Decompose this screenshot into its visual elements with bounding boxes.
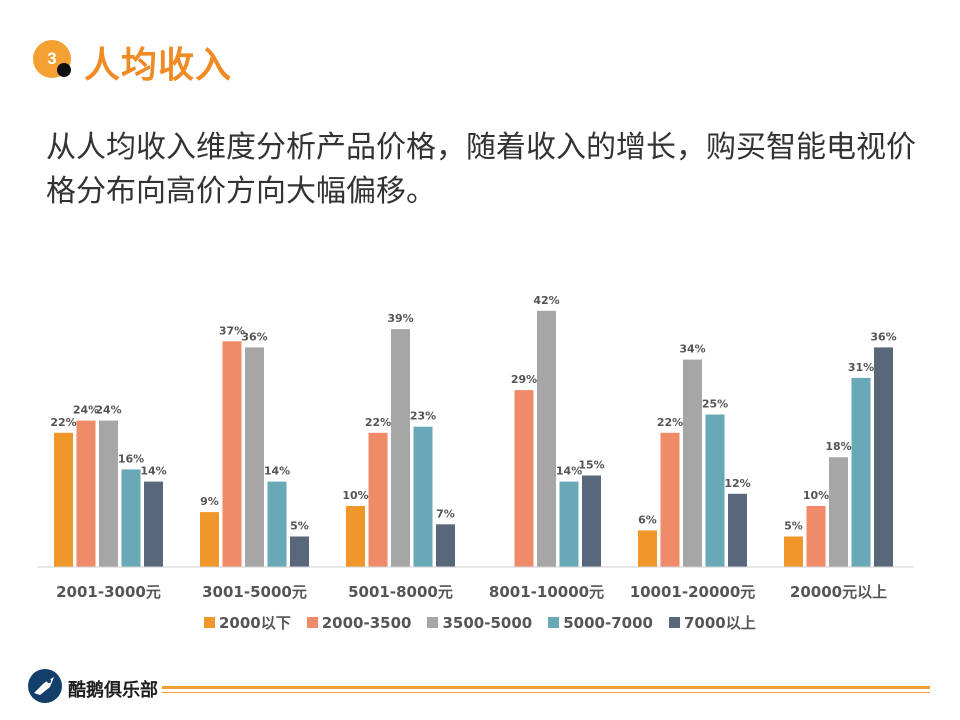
legend-item: 5000-7000 <box>548 614 653 632</box>
data-label: 9% <box>200 495 219 508</box>
bar-chart: 22%24%24%16%14%2001-3000元9%37%36%14%5%30… <box>37 294 914 601</box>
data-label: 25% <box>702 398 728 411</box>
bar <box>346 506 365 567</box>
legend-item: 3500-5000 <box>427 614 532 632</box>
data-label: 10% <box>342 489 368 502</box>
data-label: 24% <box>73 404 99 417</box>
bar <box>290 536 309 567</box>
data-label: 22% <box>365 416 391 429</box>
intro-text: 从人均收入维度分析产品价格，随着收入的增长，购买智能电视价格分布向高价方向大幅偏… <box>46 130 916 209</box>
bar <box>851 377 871 567</box>
bar <box>559 481 579 567</box>
bar <box>537 310 556 567</box>
bars-group <box>54 310 893 567</box>
x-tick-label: 10001-20000元 <box>630 583 756 601</box>
bar <box>705 414 725 567</box>
data-label: 7% <box>436 507 455 520</box>
bar <box>784 536 803 567</box>
data-label: 36% <box>241 330 267 343</box>
bar <box>99 420 118 567</box>
legend-swatch <box>306 617 318 628</box>
penguin-logo-icon <box>28 669 62 703</box>
bar <box>245 347 264 567</box>
legend-label: 5000-7000 <box>563 613 653 632</box>
section-title: 人均收入 <box>84 45 233 86</box>
footer-divider <box>162 686 930 689</box>
bar <box>144 481 163 567</box>
x-tick-label: 3001-5000元 <box>202 583 307 601</box>
data-label: 39% <box>387 312 413 325</box>
data-label: 16% <box>118 452 144 465</box>
legend-swatch <box>668 617 680 628</box>
data-label: 22% <box>50 416 76 429</box>
labels-group: 22%24%24%16%14%2001-3000元9%37%36%14%5%30… <box>50 294 896 601</box>
bar <box>436 524 455 567</box>
bar <box>200 512 219 567</box>
data-label: 24% <box>95 404 121 417</box>
chart-legend: 2000以下 2000-3500 3500-5000 5000-7000 7000以上 <box>204 612 756 633</box>
legend-label: 2000-3500 <box>321 613 412 632</box>
x-tick-label: 20000元以上 <box>790 583 887 601</box>
data-label: 18% <box>825 440 851 453</box>
bar <box>76 420 96 567</box>
data-label: 34% <box>679 343 705 356</box>
bar <box>683 359 702 567</box>
brand-name: 酷鹅俱乐部 <box>68 680 158 701</box>
bar <box>368 432 388 567</box>
legend-swatch <box>427 617 439 628</box>
bar <box>121 469 141 567</box>
bar <box>829 457 848 567</box>
bar <box>391 329 410 567</box>
legend-label: 2000以下 <box>219 614 291 632</box>
data-label: 14% <box>140 465 166 478</box>
data-label: 6% <box>638 513 657 526</box>
data-label: 23% <box>410 410 436 423</box>
legend-label: 7000以上 <box>683 614 756 632</box>
bar <box>638 530 657 567</box>
legend-item: 2000以下 <box>204 612 291 633</box>
data-label: 36% <box>870 330 896 343</box>
x-tick-label: 5001-8000元 <box>348 583 453 601</box>
legend-item: 7000以上 <box>668 612 756 633</box>
data-label: 10% <box>803 489 829 502</box>
bar <box>54 432 73 567</box>
legend-swatch <box>548 617 560 628</box>
bar <box>413 426 433 567</box>
data-label: 31% <box>848 361 874 374</box>
data-label: 12% <box>724 477 750 490</box>
data-label: 5% <box>784 520 803 533</box>
section-dot-icon <box>57 63 71 77</box>
data-label: 22% <box>657 416 683 429</box>
data-label: 29% <box>511 373 537 386</box>
x-tick-label: 8001-10000元 <box>489 583 604 601</box>
bar <box>660 432 680 567</box>
bar <box>514 390 534 567</box>
bar <box>582 475 601 567</box>
bar <box>222 341 242 567</box>
data-label: 37% <box>219 324 245 337</box>
legend-swatch <box>204 617 215 628</box>
bar <box>874 347 893 567</box>
data-label: 5% <box>290 520 309 533</box>
section-number-badge: 3 <box>33 40 71 78</box>
x-tick-label: 2001-3000元 <box>56 583 161 601</box>
legend-item: 2000-3500 <box>306 613 412 632</box>
footer-divider-thin <box>162 692 930 693</box>
bar <box>728 493 747 567</box>
data-label: 14% <box>264 465 290 478</box>
data-label: 42% <box>533 294 559 307</box>
legend-label: 3500-5000 <box>442 613 533 632</box>
data-label: 14% <box>556 465 582 478</box>
bar <box>267 481 287 567</box>
data-label: 15% <box>578 459 604 472</box>
bar <box>806 506 826 567</box>
